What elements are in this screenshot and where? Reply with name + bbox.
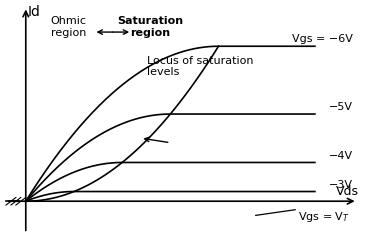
Text: Vgs = V$_T$: Vgs = V$_T$ [298, 210, 350, 224]
Text: Ohmic
region: Ohmic region [51, 16, 86, 38]
Text: Vgs = −6V: Vgs = −6V [292, 34, 352, 44]
Text: Vds: Vds [336, 185, 359, 198]
Text: Id: Id [27, 5, 40, 19]
Text: −4V: −4V [329, 151, 352, 161]
Text: −5V: −5V [329, 102, 352, 112]
Text: Saturation
region: Saturation region [117, 16, 184, 38]
Text: Locus of saturation
levels: Locus of saturation levels [147, 56, 254, 77]
Text: −3V: −3V [329, 180, 352, 190]
